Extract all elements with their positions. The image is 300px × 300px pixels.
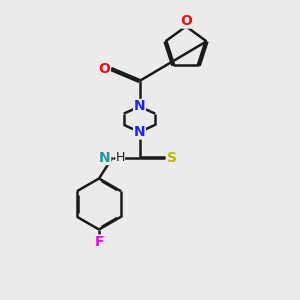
Text: N: N — [134, 125, 145, 139]
Text: O: O — [180, 14, 192, 28]
Text: N: N — [99, 151, 111, 164]
Text: H: H — [116, 151, 125, 164]
Text: F: F — [94, 235, 104, 249]
Text: O: O — [98, 62, 110, 76]
Text: S: S — [167, 151, 177, 164]
Text: N: N — [134, 100, 145, 113]
